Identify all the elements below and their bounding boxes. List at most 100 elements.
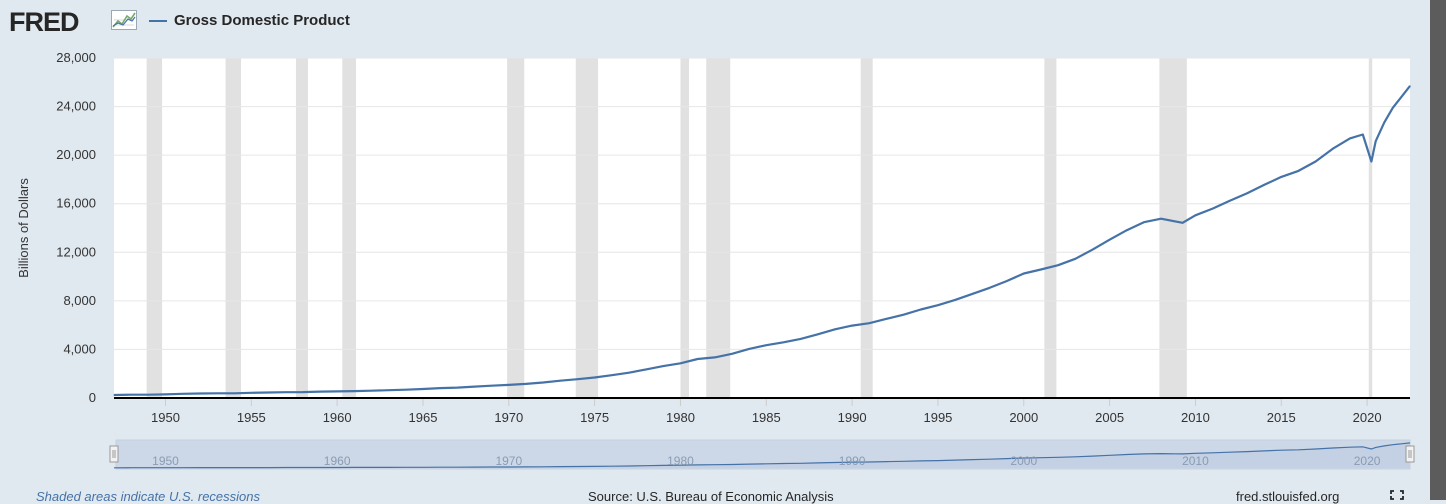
series-point[interactable]	[216, 392, 218, 394]
series-point[interactable]	[1160, 218, 1162, 220]
series-point[interactable]	[748, 348, 750, 350]
series-point[interactable]	[199, 392, 201, 395]
series-point[interactable]	[319, 391, 321, 393]
series-point[interactable]	[885, 318, 888, 320]
series-point[interactable]	[250, 392, 252, 394]
series-point[interactable]	[233, 392, 235, 394]
series-point[interactable]	[508, 384, 510, 386]
series-point[interactable]	[542, 381, 544, 384]
series-point[interactable]	[388, 389, 390, 391]
series-point[interactable]	[800, 338, 802, 340]
series-point[interactable]	[1263, 184, 1265, 186]
legend-series-label[interactable]: Gross Domestic Product	[174, 12, 350, 29]
series-point[interactable]	[267, 391, 270, 394]
chart-header: FRED Gross Domestic Product	[0, 0, 1430, 42]
fred-logo[interactable]: FRED	[9, 7, 79, 37]
x-tick-label: 1980	[666, 410, 695, 425]
recession-band	[1368, 58, 1373, 398]
navigator-tick-label: 2020	[1354, 454, 1381, 468]
y-tick-label: 12,000	[56, 244, 96, 259]
series-point[interactable]	[1332, 148, 1334, 150]
series-point[interactable]	[782, 341, 785, 343]
series-point[interactable]	[1409, 85, 1411, 87]
navigator-selection[interactable]	[116, 440, 1410, 469]
series-point[interactable]	[1126, 229, 1128, 231]
series-point[interactable]	[1370, 160, 1372, 163]
series-point[interactable]	[1074, 258, 1076, 260]
series-point[interactable]	[1211, 207, 1214, 210]
series-point[interactable]	[628, 372, 630, 374]
series-point[interactable]	[147, 394, 149, 396]
series-point[interactable]	[988, 287, 991, 289]
series-point[interactable]	[611, 374, 613, 376]
site-link[interactable]: fred.stlouisfed.org	[1236, 489, 1340, 504]
series-point[interactable]	[285, 391, 287, 393]
series-point[interactable]	[1194, 214, 1197, 216]
y-tick-label: 20,000	[56, 147, 96, 162]
series-point[interactable]	[302, 391, 304, 393]
series-point[interactable]	[817, 333, 819, 335]
series-point[interactable]	[1400, 96, 1403, 98]
series-point[interactable]	[662, 365, 664, 367]
series-point[interactable]	[851, 324, 853, 327]
series-point[interactable]	[1383, 121, 1385, 123]
navigator-left-handle[interactable]	[109, 445, 119, 463]
series-point[interactable]	[405, 389, 407, 391]
navigator-series-line	[113, 442, 1411, 469]
navigator-tick-label: 1970	[495, 454, 522, 468]
fullscreen-icon[interactable]	[1390, 490, 1404, 500]
series-point[interactable]	[1280, 176, 1282, 178]
series-point[interactable]	[370, 390, 373, 392]
series-point[interactable]	[353, 390, 355, 392]
series-point[interactable]	[679, 362, 682, 364]
navigator-right-handle[interactable]	[1405, 445, 1415, 463]
series-point[interactable]	[559, 380, 561, 382]
series-point[interactable]	[1006, 280, 1008, 282]
series-point[interactable]	[1349, 137, 1351, 139]
series-point[interactable]	[1173, 220, 1175, 222]
series-point[interactable]	[903, 314, 905, 316]
series-point[interactable]	[971, 293, 973, 295]
series-point[interactable]	[1040, 268, 1042, 271]
series-point[interactable]	[868, 322, 870, 324]
series-point[interactable]	[456, 386, 458, 389]
recession-band	[146, 58, 163, 398]
series-point[interactable]	[336, 390, 338, 392]
series-point[interactable]	[1297, 170, 1300, 172]
series-point[interactable]	[525, 383, 527, 385]
page-scrollbar[interactable]	[1430, 0, 1446, 500]
series-point[interactable]	[1314, 160, 1317, 163]
series-point[interactable]	[1091, 249, 1094, 251]
series-point[interactable]	[113, 394, 115, 396]
series-point[interactable]	[1057, 264, 1059, 266]
series-point[interactable]	[1143, 221, 1145, 223]
series-point[interactable]	[1023, 272, 1025, 275]
series-point[interactable]	[920, 308, 922, 311]
series-point[interactable]	[731, 353, 733, 355]
series-point[interactable]	[1109, 239, 1111, 241]
series-point[interactable]	[1362, 133, 1364, 136]
series-point[interactable]	[697, 358, 699, 360]
series-point[interactable]	[1246, 192, 1248, 194]
series-point[interactable]	[1181, 222, 1184, 224]
series-point[interactable]	[422, 388, 424, 390]
series-point[interactable]	[594, 376, 596, 379]
series-point[interactable]	[714, 356, 716, 358]
recession-band	[342, 58, 357, 398]
series-point[interactable]	[1375, 140, 1377, 142]
series-point[interactable]	[1392, 107, 1394, 109]
series-point[interactable]	[182, 393, 184, 395]
series-point[interactable]	[1229, 200, 1231, 202]
series-point[interactable]	[576, 378, 579, 380]
series-point[interactable]	[491, 385, 493, 387]
series-point[interactable]	[954, 299, 956, 301]
series-point[interactable]	[473, 385, 476, 388]
series-point[interactable]	[645, 368, 647, 371]
series-point[interactable]	[439, 387, 441, 389]
series-point[interactable]	[164, 393, 167, 395]
series-point[interactable]	[130, 394, 132, 396]
series-point[interactable]	[765, 344, 767, 346]
series-point[interactable]	[834, 328, 836, 330]
series-point[interactable]	[937, 304, 939, 306]
